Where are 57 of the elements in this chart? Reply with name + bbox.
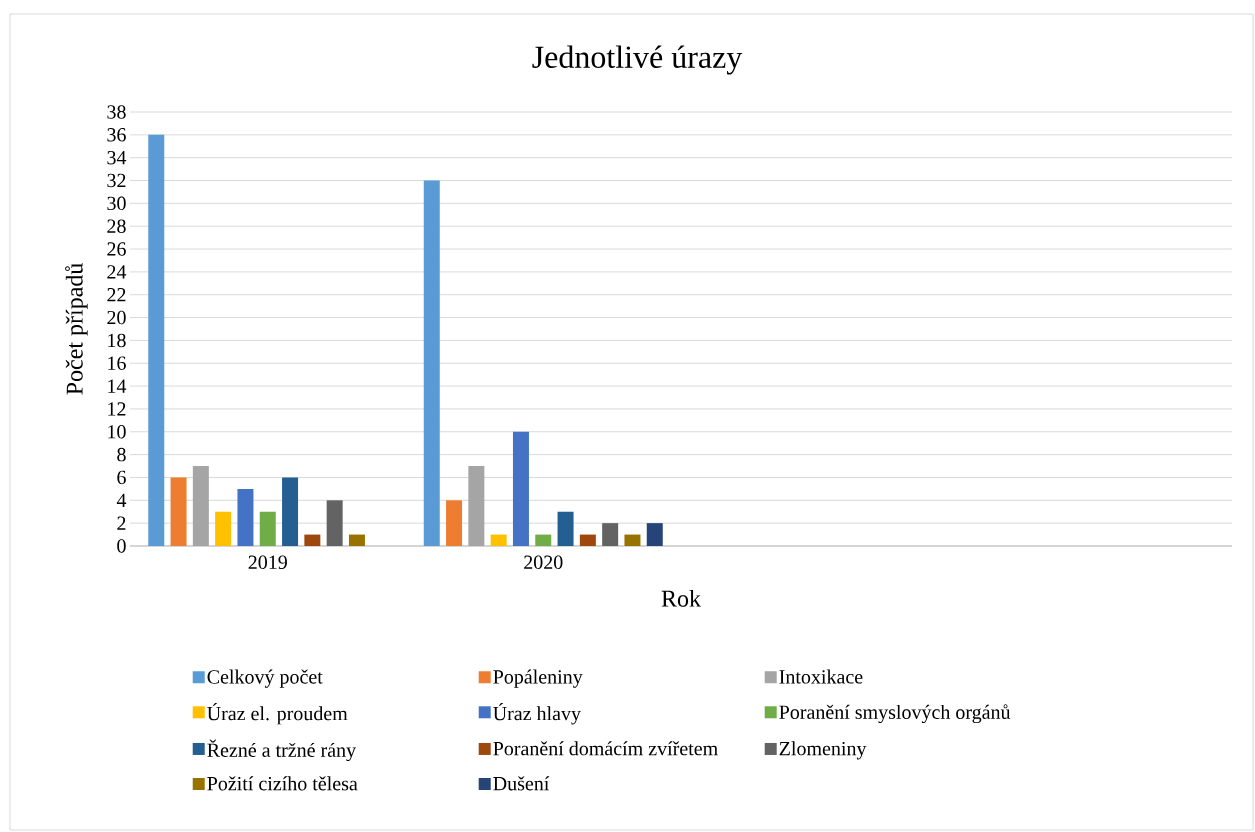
y-tick-label: 34 — [107, 150, 127, 165]
y-tick-label: 32 — [107, 173, 126, 188]
y-tick-label: 14 — [108, 379, 127, 393]
legend-label: Poranění domácím zvířetem — [493, 741, 718, 756]
legend-label: Intoxikace — [779, 669, 863, 684]
bar — [446, 500, 463, 546]
bar — [348, 534, 365, 546]
bar — [468, 466, 485, 546]
y-tick-label: 16 — [108, 356, 126, 370]
y-tick-label: 10 — [108, 425, 126, 439]
y-tick-label: 6 — [117, 470, 126, 485]
legend-label: Úraz hlavy — [493, 702, 581, 725]
x-axis-title: Rok — [661, 589, 701, 607]
y-tick-label: 30 — [107, 196, 126, 211]
bar — [259, 511, 276, 546]
bar — [602, 523, 619, 546]
x-tick-label: 2019 — [248, 555, 287, 570]
y-tick-label: 36 — [107, 128, 126, 142]
bar — [192, 466, 209, 546]
bar — [170, 477, 187, 546]
y-tick-label: 2 — [117, 516, 126, 530]
legend-label: Úraz el. proudem — [207, 702, 348, 725]
y-tick-label: 18 — [108, 333, 126, 348]
bar — [148, 134, 165, 546]
y-tick-label: 22 — [107, 288, 126, 302]
legend-label: Celkový počet — [207, 669, 323, 688]
bar — [304, 534, 321, 546]
legend-label: Požití cizího tělesa — [207, 776, 358, 791]
bar — [512, 431, 529, 546]
bar — [490, 534, 507, 546]
y-tick-label: 0 — [117, 539, 126, 553]
bar — [237, 488, 254, 546]
x-tick-label: 2020 — [524, 555, 563, 570]
bar — [646, 523, 663, 546]
y-tick-label: 28 — [107, 219, 126, 233]
legend-label: Zlomeniny — [779, 741, 867, 760]
legend-label: Řezné a tržné rány — [207, 739, 357, 762]
bar — [579, 534, 596, 546]
bar — [423, 180, 440, 546]
y-tick-label: 20 — [107, 310, 126, 325]
legend-label: Poranění smyslových orgánů — [779, 704, 1011, 724]
bar — [282, 477, 299, 546]
y-tick-label: 12 — [108, 402, 126, 416]
legend-label: Popáleniny — [493, 669, 583, 688]
bar — [326, 500, 343, 546]
bar — [624, 534, 641, 546]
y-tick-label: 38 — [107, 105, 126, 119]
legend-label: Dušení — [493, 776, 550, 791]
chart-title: Jednotlivé úrazy — [532, 45, 743, 75]
bar — [557, 511, 574, 546]
y-tick-label: 4 — [116, 493, 127, 507]
y-tick-label: 26 — [107, 242, 126, 256]
y-axis-title: Počet případů — [65, 263, 88, 395]
y-tick-label: 24 — [107, 265, 127, 279]
bar — [215, 511, 232, 546]
y-tick-label: 8 — [117, 447, 126, 462]
bar — [535, 534, 552, 546]
